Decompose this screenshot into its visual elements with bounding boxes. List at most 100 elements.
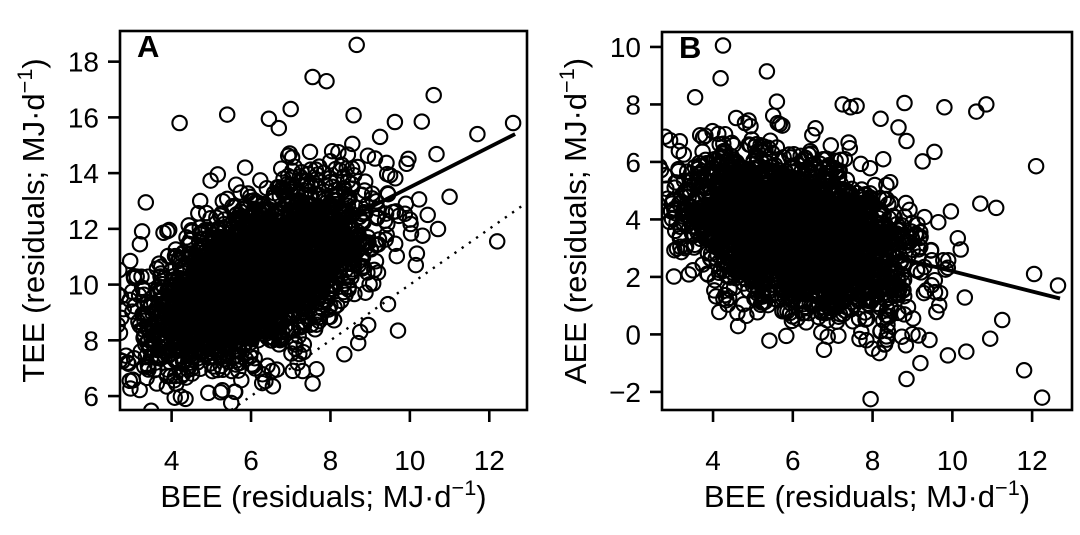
scatter-points xyxy=(661,37,1067,408)
data-point xyxy=(890,119,907,136)
data-point xyxy=(1025,265,1043,283)
data-point xyxy=(419,206,436,224)
data-point xyxy=(344,135,361,153)
x-tick-label: 12 xyxy=(474,445,505,476)
y-tick-label: 10 xyxy=(610,32,641,63)
x-tick-label: 10 xyxy=(937,445,968,476)
data-point xyxy=(264,378,282,395)
data-point xyxy=(676,239,694,257)
x-axis-label: BEE (residuals; MJ·d−1) xyxy=(704,475,1030,514)
data-point xyxy=(1027,157,1045,175)
y-tick-label: 14 xyxy=(68,158,99,189)
y-tick-label: 18 xyxy=(68,47,99,78)
x-tick-label: 8 xyxy=(323,445,339,476)
data-point xyxy=(268,361,286,378)
y-tick-label: 8 xyxy=(83,325,99,356)
x-tick-label: 6 xyxy=(243,445,259,476)
y-tick-label: 12 xyxy=(68,214,99,245)
data-point xyxy=(912,354,929,372)
data-point xyxy=(768,93,786,110)
data-point xyxy=(336,346,353,363)
data-point xyxy=(862,390,879,408)
data-point xyxy=(413,113,431,130)
x-tick-label: 6 xyxy=(785,445,801,476)
data-point xyxy=(686,89,704,106)
data-point xyxy=(864,340,881,358)
data-point xyxy=(125,267,143,285)
data-point xyxy=(121,291,139,309)
data-point xyxy=(304,375,321,392)
data-point xyxy=(848,97,865,115)
y-axis-label: AEE (residuals; MJ·d−1) xyxy=(554,58,593,384)
y-tick-label: 0 xyxy=(625,319,641,350)
data-point xyxy=(218,106,236,123)
data-point xyxy=(407,256,425,274)
y-tick-label: 2 xyxy=(625,262,641,293)
x-tick-label: 4 xyxy=(164,445,180,476)
plot-border xyxy=(118,29,529,412)
y-tick-label: 10 xyxy=(68,270,99,301)
data-point xyxy=(898,370,915,388)
data-point xyxy=(379,295,397,313)
y-tick-label: 6 xyxy=(83,381,99,412)
data-point xyxy=(972,195,989,212)
regression-line xyxy=(676,199,1061,301)
data-point xyxy=(1015,362,1033,379)
data-point xyxy=(1033,389,1051,406)
data-point xyxy=(682,165,700,182)
data-point xyxy=(119,347,135,364)
y-tick-label: 16 xyxy=(68,102,99,133)
y-tick-label: 8 xyxy=(625,89,641,120)
data-point xyxy=(694,129,712,146)
data-point xyxy=(147,354,164,371)
data-point xyxy=(981,330,999,347)
data-point xyxy=(330,143,347,161)
data-point xyxy=(397,195,415,213)
x-tick-label: 12 xyxy=(1017,445,1048,476)
data-point xyxy=(978,96,995,113)
data-point xyxy=(666,222,684,240)
data-point xyxy=(936,99,953,116)
y-tick-label: −2 xyxy=(609,377,641,408)
y-tick-label: 6 xyxy=(625,147,641,178)
regression-line xyxy=(131,132,516,330)
data-point xyxy=(425,86,442,104)
data-point xyxy=(896,94,913,112)
data-point xyxy=(389,322,407,339)
data-point xyxy=(926,143,943,161)
data-point xyxy=(304,68,321,86)
panel-letter: B xyxy=(679,30,701,65)
data-point xyxy=(351,323,369,341)
data-point xyxy=(177,390,194,408)
data-point xyxy=(137,348,155,366)
data-point xyxy=(714,37,732,54)
data-point xyxy=(441,188,458,206)
data-point xyxy=(469,125,486,143)
data-point xyxy=(987,199,1005,217)
data-point xyxy=(993,311,1011,329)
y-axis-label: TEE (residuals; MJ·d−1) xyxy=(12,58,51,382)
x-axis-label: BEE (residuals; MJ·d−1) xyxy=(160,475,486,514)
data-point xyxy=(131,235,149,253)
data-point xyxy=(958,343,975,360)
panel-letter: A xyxy=(137,29,159,64)
y-tick-label: 4 xyxy=(625,204,641,235)
data-point xyxy=(872,110,889,128)
x-tick-label: 4 xyxy=(705,445,721,476)
data-point xyxy=(348,36,365,54)
data-point xyxy=(504,114,522,132)
data-point xyxy=(758,63,776,80)
data-point xyxy=(282,100,299,118)
data-point xyxy=(171,114,188,132)
data-point xyxy=(842,99,859,116)
data-point xyxy=(294,362,311,380)
x-tick-label: 10 xyxy=(394,445,425,476)
data-point xyxy=(226,383,244,401)
scatter-points xyxy=(119,36,528,411)
plot-border xyxy=(660,30,1074,412)
identity-line xyxy=(230,201,528,411)
data-point xyxy=(968,103,985,120)
